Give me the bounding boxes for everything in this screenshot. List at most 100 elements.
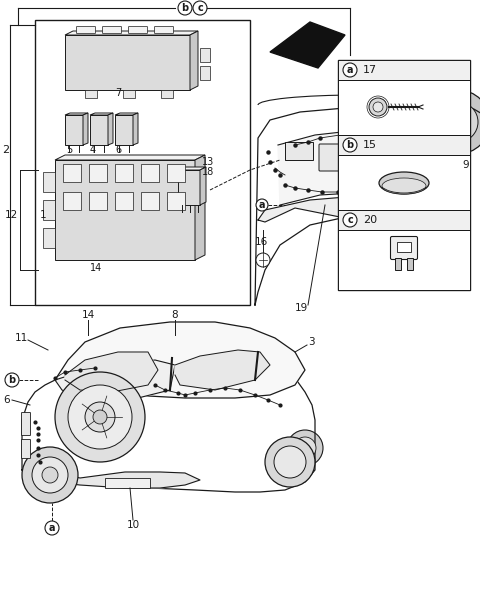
Text: 7: 7 (115, 88, 121, 98)
Text: 11: 11 (15, 333, 28, 343)
Text: 14: 14 (90, 263, 102, 273)
FancyBboxPatch shape (407, 258, 413, 270)
FancyBboxPatch shape (22, 413, 31, 436)
Text: 1: 1 (40, 210, 47, 220)
Text: 18: 18 (202, 167, 214, 177)
Text: 10: 10 (126, 520, 140, 530)
FancyBboxPatch shape (141, 164, 159, 182)
Text: a: a (259, 200, 265, 210)
Circle shape (42, 467, 58, 483)
FancyBboxPatch shape (338, 210, 470, 230)
Circle shape (287, 430, 323, 466)
Polygon shape (115, 113, 138, 115)
FancyBboxPatch shape (76, 26, 96, 34)
FancyBboxPatch shape (103, 26, 121, 34)
Text: 4: 4 (90, 145, 96, 155)
Polygon shape (178, 170, 200, 205)
FancyBboxPatch shape (22, 439, 31, 458)
FancyBboxPatch shape (161, 90, 173, 98)
Polygon shape (55, 155, 205, 160)
FancyBboxPatch shape (43, 172, 55, 192)
FancyBboxPatch shape (43, 200, 55, 220)
FancyBboxPatch shape (115, 192, 133, 210)
FancyBboxPatch shape (338, 60, 470, 290)
FancyBboxPatch shape (129, 26, 147, 34)
Polygon shape (255, 105, 468, 305)
FancyBboxPatch shape (200, 66, 210, 80)
FancyBboxPatch shape (285, 142, 313, 160)
Text: 6: 6 (3, 395, 10, 405)
Text: b: b (181, 3, 189, 13)
Polygon shape (65, 113, 88, 115)
Polygon shape (278, 130, 400, 205)
FancyBboxPatch shape (85, 90, 97, 98)
Text: 19: 19 (295, 303, 308, 313)
Polygon shape (90, 113, 113, 115)
Polygon shape (175, 350, 270, 390)
Polygon shape (55, 360, 175, 402)
Circle shape (345, 93, 359, 107)
FancyBboxPatch shape (35, 20, 250, 305)
FancyBboxPatch shape (89, 192, 107, 210)
Circle shape (343, 138, 357, 152)
FancyBboxPatch shape (338, 230, 470, 290)
Polygon shape (90, 115, 108, 145)
Polygon shape (270, 22, 345, 68)
Circle shape (256, 253, 270, 267)
Text: 13: 13 (202, 157, 214, 167)
Text: 9: 9 (462, 160, 468, 170)
FancyBboxPatch shape (115, 164, 133, 182)
Circle shape (178, 1, 192, 15)
Circle shape (93, 410, 107, 424)
Text: 6: 6 (115, 145, 121, 155)
Text: 12: 12 (5, 210, 18, 220)
Ellipse shape (382, 178, 426, 194)
Polygon shape (55, 322, 305, 398)
Circle shape (55, 372, 145, 462)
FancyBboxPatch shape (338, 155, 470, 210)
Polygon shape (200, 167, 206, 205)
Text: 20: 20 (363, 215, 377, 225)
FancyBboxPatch shape (397, 242, 411, 252)
Polygon shape (65, 115, 83, 145)
Text: 14: 14 (82, 310, 95, 320)
Circle shape (265, 437, 315, 487)
FancyBboxPatch shape (155, 26, 173, 34)
Polygon shape (22, 357, 315, 492)
Text: 8: 8 (172, 310, 178, 320)
Circle shape (32, 457, 68, 493)
Polygon shape (115, 115, 133, 145)
Polygon shape (65, 31, 198, 35)
Text: c: c (347, 215, 353, 225)
FancyBboxPatch shape (200, 48, 210, 62)
Polygon shape (190, 31, 198, 90)
Circle shape (375, 150, 405, 180)
FancyBboxPatch shape (167, 192, 185, 210)
FancyBboxPatch shape (338, 60, 470, 80)
Text: a: a (49, 523, 55, 533)
Text: a: a (349, 95, 355, 105)
Circle shape (274, 446, 306, 478)
Polygon shape (178, 167, 206, 170)
Circle shape (438, 102, 478, 142)
FancyBboxPatch shape (141, 192, 159, 210)
Polygon shape (83, 113, 88, 145)
Circle shape (68, 385, 132, 449)
Text: 3: 3 (308, 337, 314, 347)
FancyBboxPatch shape (43, 228, 55, 248)
Circle shape (343, 63, 357, 77)
FancyBboxPatch shape (338, 80, 470, 135)
FancyBboxPatch shape (338, 135, 470, 155)
FancyBboxPatch shape (105, 478, 150, 488)
Polygon shape (65, 35, 190, 90)
FancyBboxPatch shape (89, 164, 107, 182)
FancyBboxPatch shape (63, 192, 81, 210)
FancyBboxPatch shape (395, 258, 401, 270)
Polygon shape (195, 155, 205, 260)
Polygon shape (258, 195, 445, 225)
Polygon shape (108, 113, 113, 145)
Polygon shape (55, 160, 195, 260)
FancyBboxPatch shape (123, 90, 135, 98)
Circle shape (294, 437, 316, 459)
Circle shape (85, 402, 115, 432)
